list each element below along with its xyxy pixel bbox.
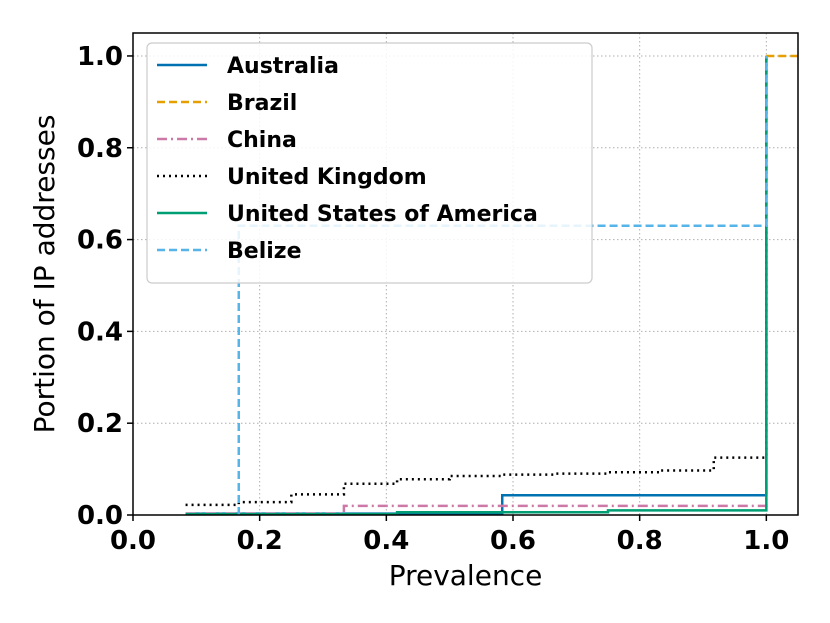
x-tick-label: 0.6 [490, 526, 536, 556]
x-tick-label: 0.0 [110, 526, 156, 556]
x-tick-label: 1.0 [743, 526, 789, 556]
series-line-belize [237, 55, 768, 515]
legend-label: Australia [227, 54, 339, 79]
ticks: 0.0 0.2 0.4 0.6 0.8 1.0 0.0 0.2 0.4 0.6 0.8 1.0 [77, 42, 789, 556]
y-tick-label: 0.2 [77, 409, 123, 439]
x-tick-label: 0.8 [617, 526, 663, 556]
x-tick-label: 0.4 [363, 526, 409, 556]
y-tick-label: 0.8 [77, 134, 123, 164]
legend-box [146, 42, 593, 284]
plot-frame [132, 32, 799, 516]
legend-label: Belize [227, 239, 302, 264]
y-tick-label: 0.6 [77, 226, 123, 256]
y-axis-label: Portion of IP addresses [28, 115, 61, 434]
legend-label: United States of America [227, 202, 538, 227]
series-line-united-states-of-america [185, 55, 768, 516]
y-tick-label: 0.4 [77, 317, 123, 347]
x-tick-label: 0.2 [237, 526, 283, 556]
legend-label: Brazil [227, 91, 297, 116]
legend: Australia Brazil China United Kingdom United… [146, 42, 593, 284]
legend-label: China [227, 128, 297, 153]
x-axis-label: Prevalence [389, 559, 543, 592]
y-tick-label: 1.0 [77, 42, 123, 72]
series-group [185, 54, 798, 516]
y-tick-label: 0.0 [77, 501, 123, 531]
legend-label: United Kingdom [227, 165, 427, 190]
